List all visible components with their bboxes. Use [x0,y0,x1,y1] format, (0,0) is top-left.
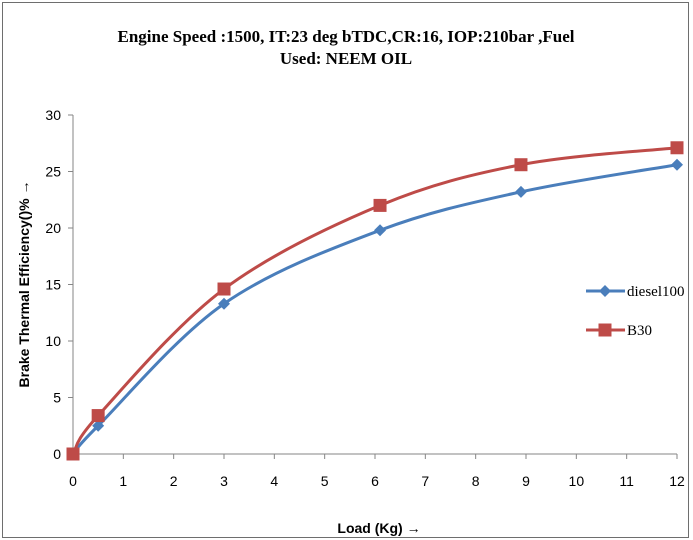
legend: diesel100 B30 [586,284,685,339]
data-point-B30 [91,409,105,423]
x-tick-label: 2 [170,473,178,489]
y-tick-label: 5 [53,390,61,406]
x-tick-label: 6 [371,473,379,489]
y-tick-label: 20 [45,220,61,236]
data-point-diesel100 [514,185,527,198]
data-point-B30 [217,282,231,296]
legend-label: diesel100 [627,284,685,300]
x-tick-label: 5 [321,473,329,489]
x-axis-title: Load (Kg) → [337,520,420,536]
legend-marker [599,285,611,297]
x-tick-label: 7 [421,473,429,489]
chart-title-line1: Engine Speed :1500, IT:23 deg bTDC,CR:16… [118,27,575,46]
x-tick-label: 1 [119,473,127,489]
y-tick-label: 10 [45,333,61,349]
x-tick-label: 0 [69,473,77,489]
y-tick-label: 0 [53,446,61,462]
line-chart: Engine Speed :1500, IT:23 deg bTDC,CR:16… [16,27,685,536]
data-point-B30 [373,198,387,212]
y-tick-label: 15 [45,277,61,293]
y-tick-label: 30 [45,107,61,123]
x-tick-label: 10 [569,473,585,489]
data-point-B30 [670,141,684,155]
data-point-B30 [514,158,528,172]
legend-marker [598,323,612,337]
x-tick-label: 12 [669,473,685,489]
series-line-B30 [71,146,678,455]
data-point-diesel100 [92,419,105,432]
chart-title-line2: Used: NEEM OIL [280,49,412,68]
x-tick-label: 4 [270,473,278,489]
y-tick-label: 25 [45,164,61,180]
data-point-diesel100 [218,297,230,310]
data-point-diesel100 [374,224,387,237]
legend-label: B30 [627,323,652,339]
legend-item-diesel100: diesel100 [586,284,685,300]
legend-item-B30: B30 [586,323,652,339]
series-layer [66,141,684,461]
x-tick-label: 8 [472,473,480,489]
data-point-diesel100 [671,158,683,171]
x-tick-label: 9 [522,473,530,489]
x-tick-label: 11 [619,473,634,489]
data-point-B30 [66,447,80,461]
x-tick-label: 3 [220,473,228,489]
y-axis-title: Brake Thermal Efficiency()% → [16,181,32,388]
series-B30 [66,141,684,461]
